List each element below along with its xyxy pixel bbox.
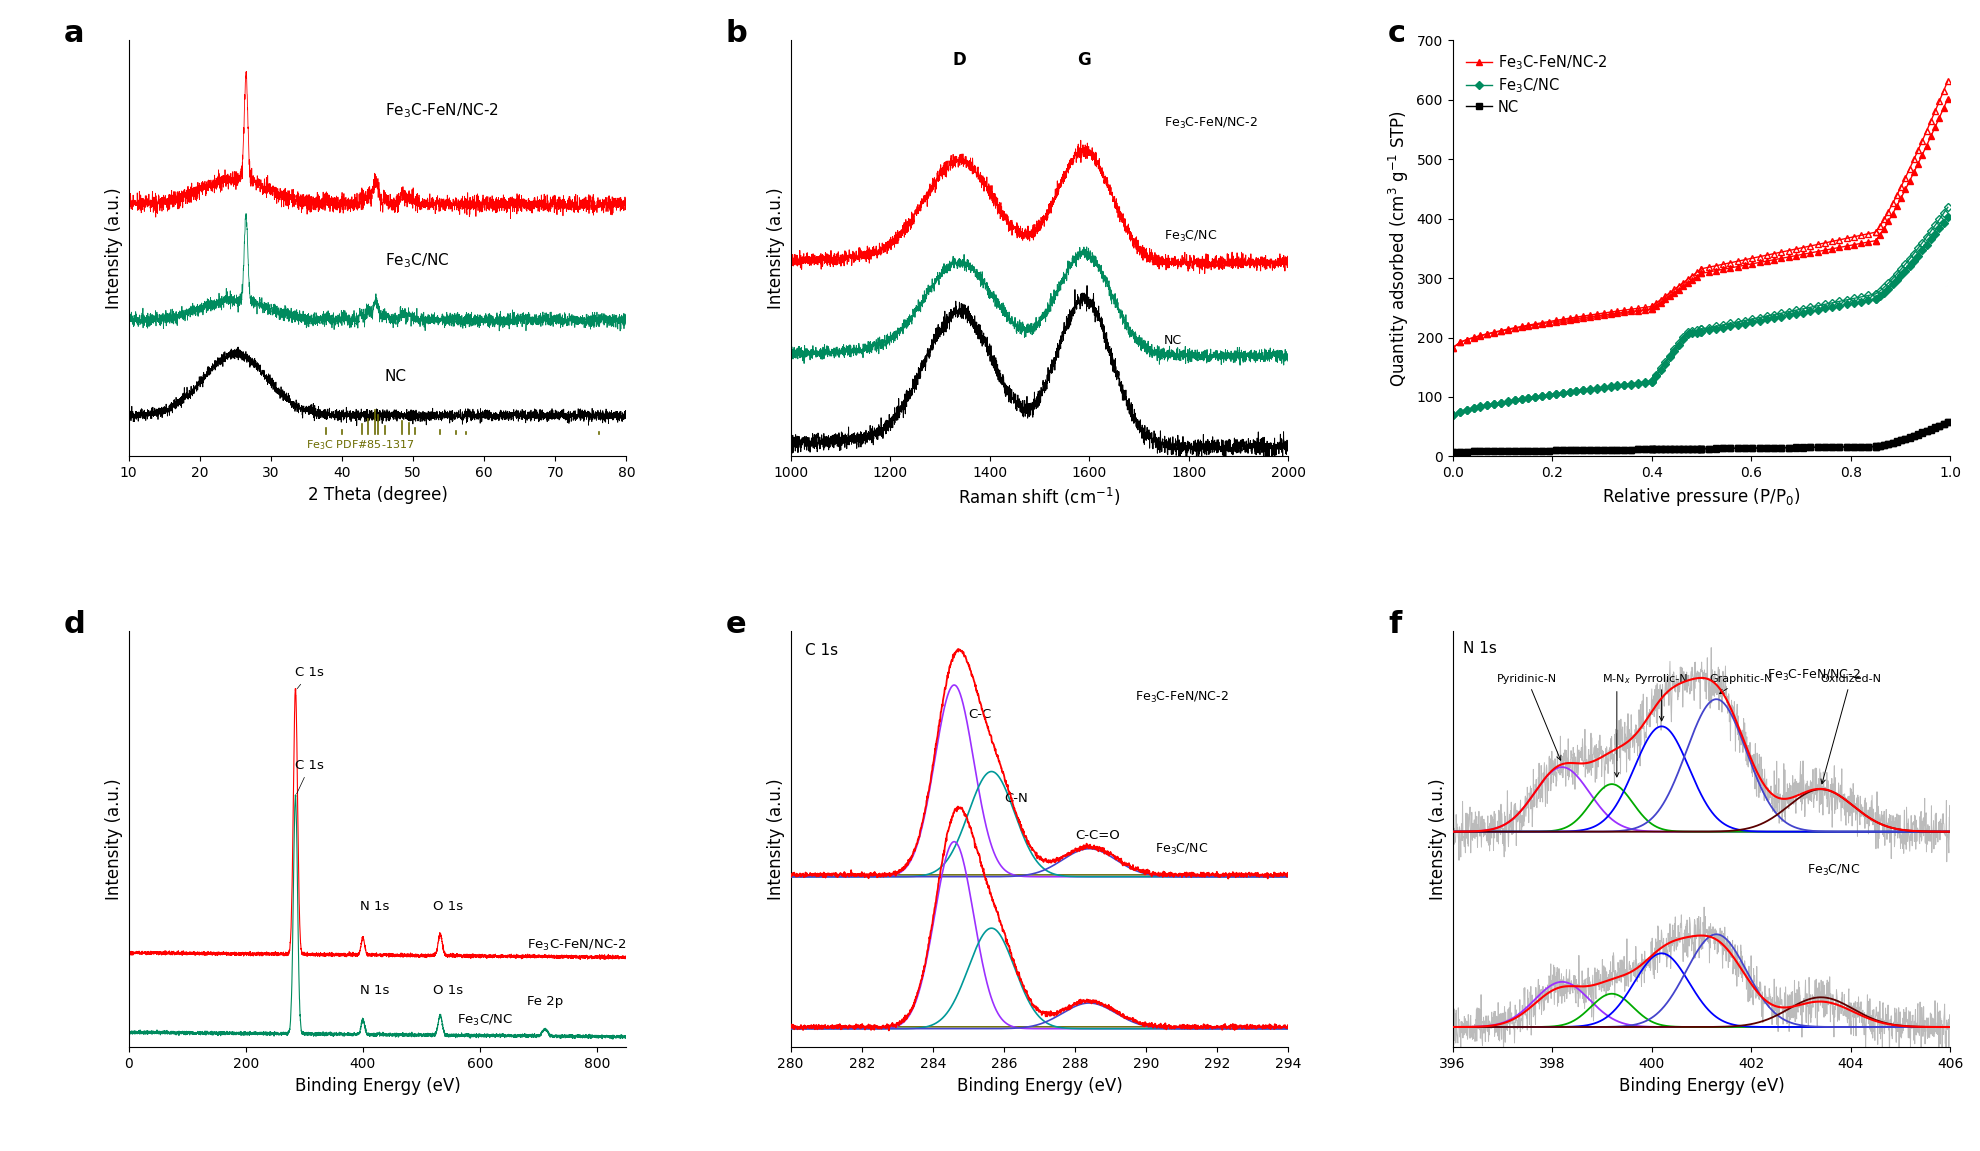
Text: Fe$_3$C-FeN/NC-2: Fe$_3$C-FeN/NC-2 [527, 938, 626, 953]
Fe$_3$C-FeN/NC-2 [1612, 305, 1635, 319]
Fe$_3$C-FeN/NC-2 [1936, 92, 1960, 106]
NC [1936, 416, 1960, 429]
Fe$_3$C/NC [1536, 388, 1560, 402]
Text: G: G [1077, 52, 1091, 69]
Text: e: e [727, 610, 746, 640]
Fe$_3$C/NC [1639, 375, 1663, 389]
Text: Pyridinic-N: Pyridinic-N [1497, 674, 1560, 760]
Text: f: f [1388, 610, 1402, 640]
NC [1915, 425, 1938, 439]
Fe$_3$C-FeN/NC-2 [1536, 315, 1560, 329]
Text: c: c [1388, 20, 1406, 48]
Text: NC: NC [1164, 334, 1182, 348]
Text: Fe$_3$C-FeN/NC-2: Fe$_3$C-FeN/NC-2 [1766, 668, 1861, 683]
Text: C 1s: C 1s [295, 759, 325, 794]
Y-axis label: Intensity (a.u.): Intensity (a.u.) [105, 778, 123, 900]
Legend: Fe$_3$C-FeN/NC-2, Fe$_3$C/NC, NC: Fe$_3$C-FeN/NC-2, Fe$_3$C/NC, NC [1459, 47, 1614, 121]
Fe$_3$C/NC [1689, 325, 1713, 338]
Fe$_3$C-FeN/NC-2 [1915, 138, 1938, 152]
Line: Fe$_3$C-FeN/NC-2: Fe$_3$C-FeN/NC-2 [1449, 96, 1950, 351]
X-axis label: 2 Theta (degree): 2 Theta (degree) [307, 486, 447, 504]
NC [1639, 442, 1663, 456]
X-axis label: Relative pressure (P/P$_0$): Relative pressure (P/P$_0$) [1602, 486, 1800, 508]
Line: Fe$_3$C/NC: Fe$_3$C/NC [1449, 214, 1950, 418]
Text: d: d [63, 610, 85, 640]
Text: C-C: C-C [968, 708, 992, 721]
Text: Fe$_3$C-FeN/NC-2: Fe$_3$C-FeN/NC-2 [384, 101, 499, 120]
Text: Fe$_3$C/NC: Fe$_3$C/NC [384, 251, 449, 270]
Text: NC: NC [384, 369, 406, 384]
Text: a: a [63, 20, 85, 48]
Fe$_3$C-FeN/NC-2 [1441, 341, 1465, 355]
Text: Oxidized-N: Oxidized-N [1820, 674, 1881, 784]
Text: C 1s: C 1s [804, 642, 838, 657]
Text: Graphitic-N: Graphitic-N [1709, 674, 1772, 694]
Text: Fe$_3$C PDF#85-1317: Fe$_3$C PDF#85-1317 [307, 437, 416, 451]
X-axis label: Binding Energy (eV): Binding Energy (eV) [1618, 1076, 1784, 1095]
NC [1612, 443, 1635, 457]
Text: Fe 2p: Fe 2p [527, 994, 562, 1008]
Text: N 1s: N 1s [360, 984, 390, 998]
Line: NC: NC [1449, 420, 1950, 455]
Fe$_3$C/NC [1441, 407, 1465, 421]
Fe$_3$C-FeN/NC-2 [1639, 302, 1663, 315]
Text: Fe$_3$C/NC: Fe$_3$C/NC [1808, 863, 1861, 878]
Text: b: b [727, 20, 748, 48]
Fe$_3$C-FeN/NC-2 [1620, 305, 1643, 319]
X-axis label: Raman shift (cm$^{-1}$): Raman shift (cm$^{-1}$) [958, 486, 1121, 508]
Fe$_3$C/NC [1612, 379, 1635, 392]
Y-axis label: Intensity (a.u.): Intensity (a.u.) [766, 188, 786, 310]
NC [1536, 443, 1560, 457]
Fe$_3$C-FeN/NC-2 [1689, 266, 1713, 280]
Text: D: D [952, 52, 966, 69]
Text: Fe$_3$C/NC: Fe$_3$C/NC [1154, 843, 1208, 857]
X-axis label: Binding Energy (eV): Binding Energy (eV) [956, 1076, 1123, 1095]
Text: Fe$_3$C/NC: Fe$_3$C/NC [457, 1013, 513, 1028]
Text: N 1s: N 1s [360, 900, 390, 913]
Text: O 1s: O 1s [434, 984, 463, 998]
NC [1620, 443, 1643, 457]
Text: Fe$_3$C-FeN/NC-2: Fe$_3$C-FeN/NC-2 [1135, 691, 1230, 706]
Text: O 1s: O 1s [434, 900, 463, 913]
Y-axis label: Quantity adsorbed (cm$^3$ g$^{-1}$ STP): Quantity adsorbed (cm$^3$ g$^{-1}$ STP) [1386, 110, 1412, 387]
Text: M-N$_x$: M-N$_x$ [1602, 672, 1632, 777]
Fe$_3$C/NC [1620, 378, 1643, 391]
Fe$_3$C/NC [1915, 238, 1938, 252]
Text: C-C=O: C-C=O [1075, 830, 1121, 843]
Y-axis label: Intensity (a.u.): Intensity (a.u.) [105, 188, 123, 310]
Text: Pyrrolic-N: Pyrrolic-N [1635, 674, 1689, 721]
Y-axis label: Intensity (a.u.): Intensity (a.u.) [1430, 778, 1447, 900]
Text: N 1s: N 1s [1463, 641, 1497, 656]
Y-axis label: Intensity (a.u.): Intensity (a.u.) [766, 778, 786, 900]
Text: C-N: C-N [1004, 792, 1028, 805]
Text: Fe$_3$C/NC: Fe$_3$C/NC [1164, 229, 1218, 244]
NC [1689, 442, 1713, 456]
Fe$_3$C/NC [1936, 209, 1960, 223]
Text: Fe$_3$C-FeN/NC-2: Fe$_3$C-FeN/NC-2 [1164, 116, 1257, 131]
Text: C 1s: C 1s [295, 666, 325, 688]
X-axis label: Binding Energy (eV): Binding Energy (eV) [295, 1076, 461, 1095]
NC [1441, 444, 1465, 458]
